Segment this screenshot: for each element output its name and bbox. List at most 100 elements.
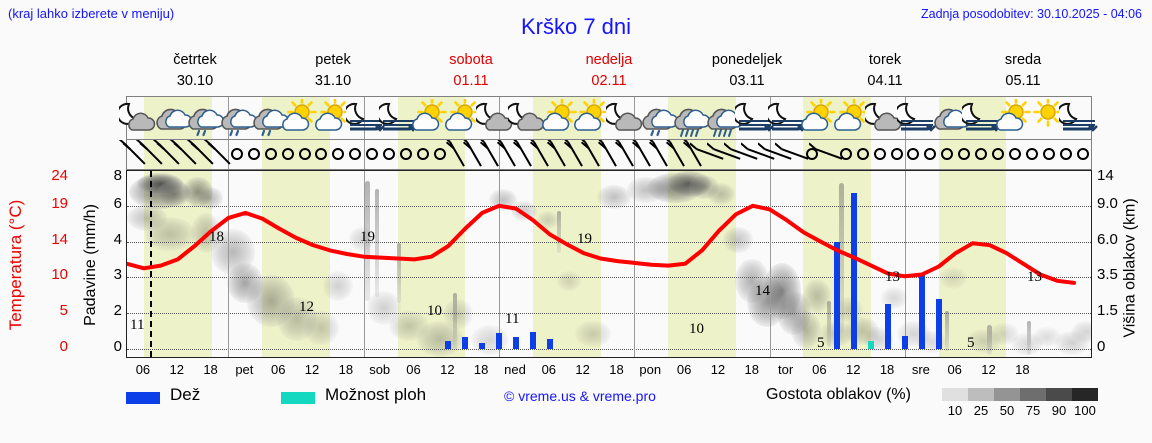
weather-icon-row <box>116 96 1099 140</box>
x-tick-2: 18 <box>203 362 218 377</box>
x-tick-17: 12 <box>710 362 726 377</box>
day-header-row: četrtek 30.10 petek 31.10 sobota 01.11 nedelja… <box>126 50 1092 92</box>
cloud-density-legend-title: Gostota oblakov (%) <box>766 386 911 403</box>
wind-calm-icon-49 <box>944 140 984 168</box>
x-tick-4: 06 <box>270 362 286 377</box>
cloud-streak-1 <box>375 189 379 297</box>
vertical-gridline-2 <box>499 171 501 357</box>
forecast-plot: 11 18 12 19 10 11 19 10 14 5 13 5 13 <box>126 170 1092 358</box>
wind-barb-icon-0 <box>115 137 155 168</box>
last-update-label: Zadnja posodobitev: 30.10.2025 - 04:06 <box>920 7 1142 21</box>
wind-calm-icon-51 <box>978 140 1018 168</box>
daylight-band-1 <box>262 140 330 169</box>
cloud-density-blob-25 <box>597 185 631 209</box>
day-separator-0 <box>228 140 230 169</box>
horizontal-gridline-1 <box>127 205 1091 207</box>
weather-icon-sun-cloud-6 <box>314 97 354 139</box>
horizontal-gridline-4 <box>127 312 1091 314</box>
weather-icon-sun-28 <box>1027 97 1067 139</box>
cloud-density-blob-18 <box>443 299 473 329</box>
x-tick-25: 12 <box>981 362 996 377</box>
menu-note: (kraj lahko izberete v meniju) <box>8 6 175 21</box>
cloud-density-blob-23 <box>557 271 581 291</box>
wind-barb-icon-36 <box>723 140 764 168</box>
wind-barb-icon-39 <box>774 140 815 168</box>
horizontal-gridline-5 <box>127 348 1091 350</box>
day-name: sreda <box>1004 52 1042 68</box>
wind-barb-icon-37 <box>740 140 781 168</box>
day-separator-4 <box>769 140 771 169</box>
temperature-label-4: 10 <box>427 303 442 319</box>
cloud-density-swatch-3 <box>1020 388 1046 401</box>
vertical-gridline-1 <box>363 171 365 357</box>
cloud-density-blob-4 <box>197 187 223 209</box>
weather-icon-moon-fog-24 <box>894 99 937 139</box>
x-tick-23: sre <box>911 362 930 377</box>
wind-barb-icon-3 <box>166 137 206 168</box>
x-tick-10: 18 <box>473 362 489 377</box>
wind-calm-icon-11 <box>301 140 341 168</box>
weather-icon-moon-cloud-11 <box>473 99 516 139</box>
cloud-density-blob-9 <box>227 263 263 303</box>
cloud-density-swatch-1 <box>968 388 994 401</box>
cloud-density-tick-2: 50 <box>999 403 1015 418</box>
temperature-tick-0: 24 <box>51 166 68 184</box>
wind-calm-icon-45 <box>877 140 917 168</box>
weather-icon-cloud-drizzle-3 <box>217 99 257 139</box>
weather-icon-sun-cloud-5 <box>281 97 321 139</box>
wind-barb-icon-35 <box>706 140 747 168</box>
x-tick-5: 12 <box>304 362 320 377</box>
weather-icon-moon-fog-29 <box>1056 99 1099 139</box>
precipitation-bar-rain-10 <box>885 303 892 349</box>
precipitation-tick-3: 3 <box>113 266 122 284</box>
weather-icon-moon-fog-19 <box>732 99 775 139</box>
temperature-label-8: 14 <box>755 283 770 299</box>
day-date: 31.10 <box>314 73 352 90</box>
day-date: 30.10 <box>176 73 214 90</box>
cloud-density-swatch-2 <box>994 388 1020 401</box>
weather-icon-moon-cloud-12 <box>505 99 548 139</box>
x-tick-22: 18 <box>879 362 895 377</box>
cloud-streak-7 <box>987 325 992 355</box>
day-name: ponedeljek <box>711 52 783 68</box>
current-time-line <box>149 171 152 357</box>
horizontal-gridline-2 <box>127 241 1091 243</box>
cloud-streak-9 <box>945 311 949 351</box>
x-tick-26: 18 <box>1015 362 1030 377</box>
cloud-density-blob-16 <box>389 311 429 341</box>
cloud-streak-4 <box>453 293 457 349</box>
x-tick-1: 12 <box>169 362 184 377</box>
temperature-label-7: 10 <box>689 321 704 337</box>
weather-icon-sun-cloud-14 <box>573 97 613 139</box>
weather-icon-cloud-drizzle-4 <box>249 99 290 139</box>
weather-icon-cloud-25 <box>930 99 971 139</box>
day-header-5: torek 04.11 <box>816 50 954 92</box>
wind-calm-icon-48 <box>927 140 967 168</box>
wind-calm-icon-12 <box>318 140 358 168</box>
cloud-density-tick-5: 100 <box>1074 403 1096 418</box>
cloud-height-axis-title: Višina oblakov (km) <box>1122 170 1148 365</box>
wind-calm-icon-6 <box>217 140 257 168</box>
x-axis-labels: 06 12 18 pet 06 12 18 sob 06 12 18 ned 06 12 18 pon 06 12… <box>126 362 1092 380</box>
precipitation-tick-5: 0 <box>113 337 122 355</box>
cloud-density-blob-19 <box>471 325 509 355</box>
wind-barb-row <box>117 135 1092 170</box>
precipitation-tick-1: 6 <box>113 194 122 212</box>
copyright-label: © vreme.us & vreme.pro <box>504 388 656 404</box>
vertical-gridline-0 <box>228 171 230 357</box>
cloud-density-blob-11 <box>277 297 317 341</box>
precipitation-bar-rain-5 <box>529 331 536 349</box>
cloud-density-blob-36 <box>791 311 821 349</box>
day-header-1: petek 31.10 <box>264 50 402 92</box>
wind-barb-icon-1 <box>132 137 172 168</box>
legend-showers-swatch <box>281 392 315 404</box>
cloud-density-blob-40 <box>845 317 879 345</box>
day-header-2: sobota 01.11 <box>402 50 540 92</box>
vertical-gridline-4 <box>769 171 771 357</box>
wind-calm-icon-14 <box>352 140 392 168</box>
precipitation-tick-2: 4 <box>113 230 122 248</box>
cloud-density-blob-22 <box>537 211 559 229</box>
wind-calm-icon-15 <box>369 140 409 168</box>
x-tick-3: pet <box>235 362 254 377</box>
cloud-streak-0 <box>365 181 370 301</box>
